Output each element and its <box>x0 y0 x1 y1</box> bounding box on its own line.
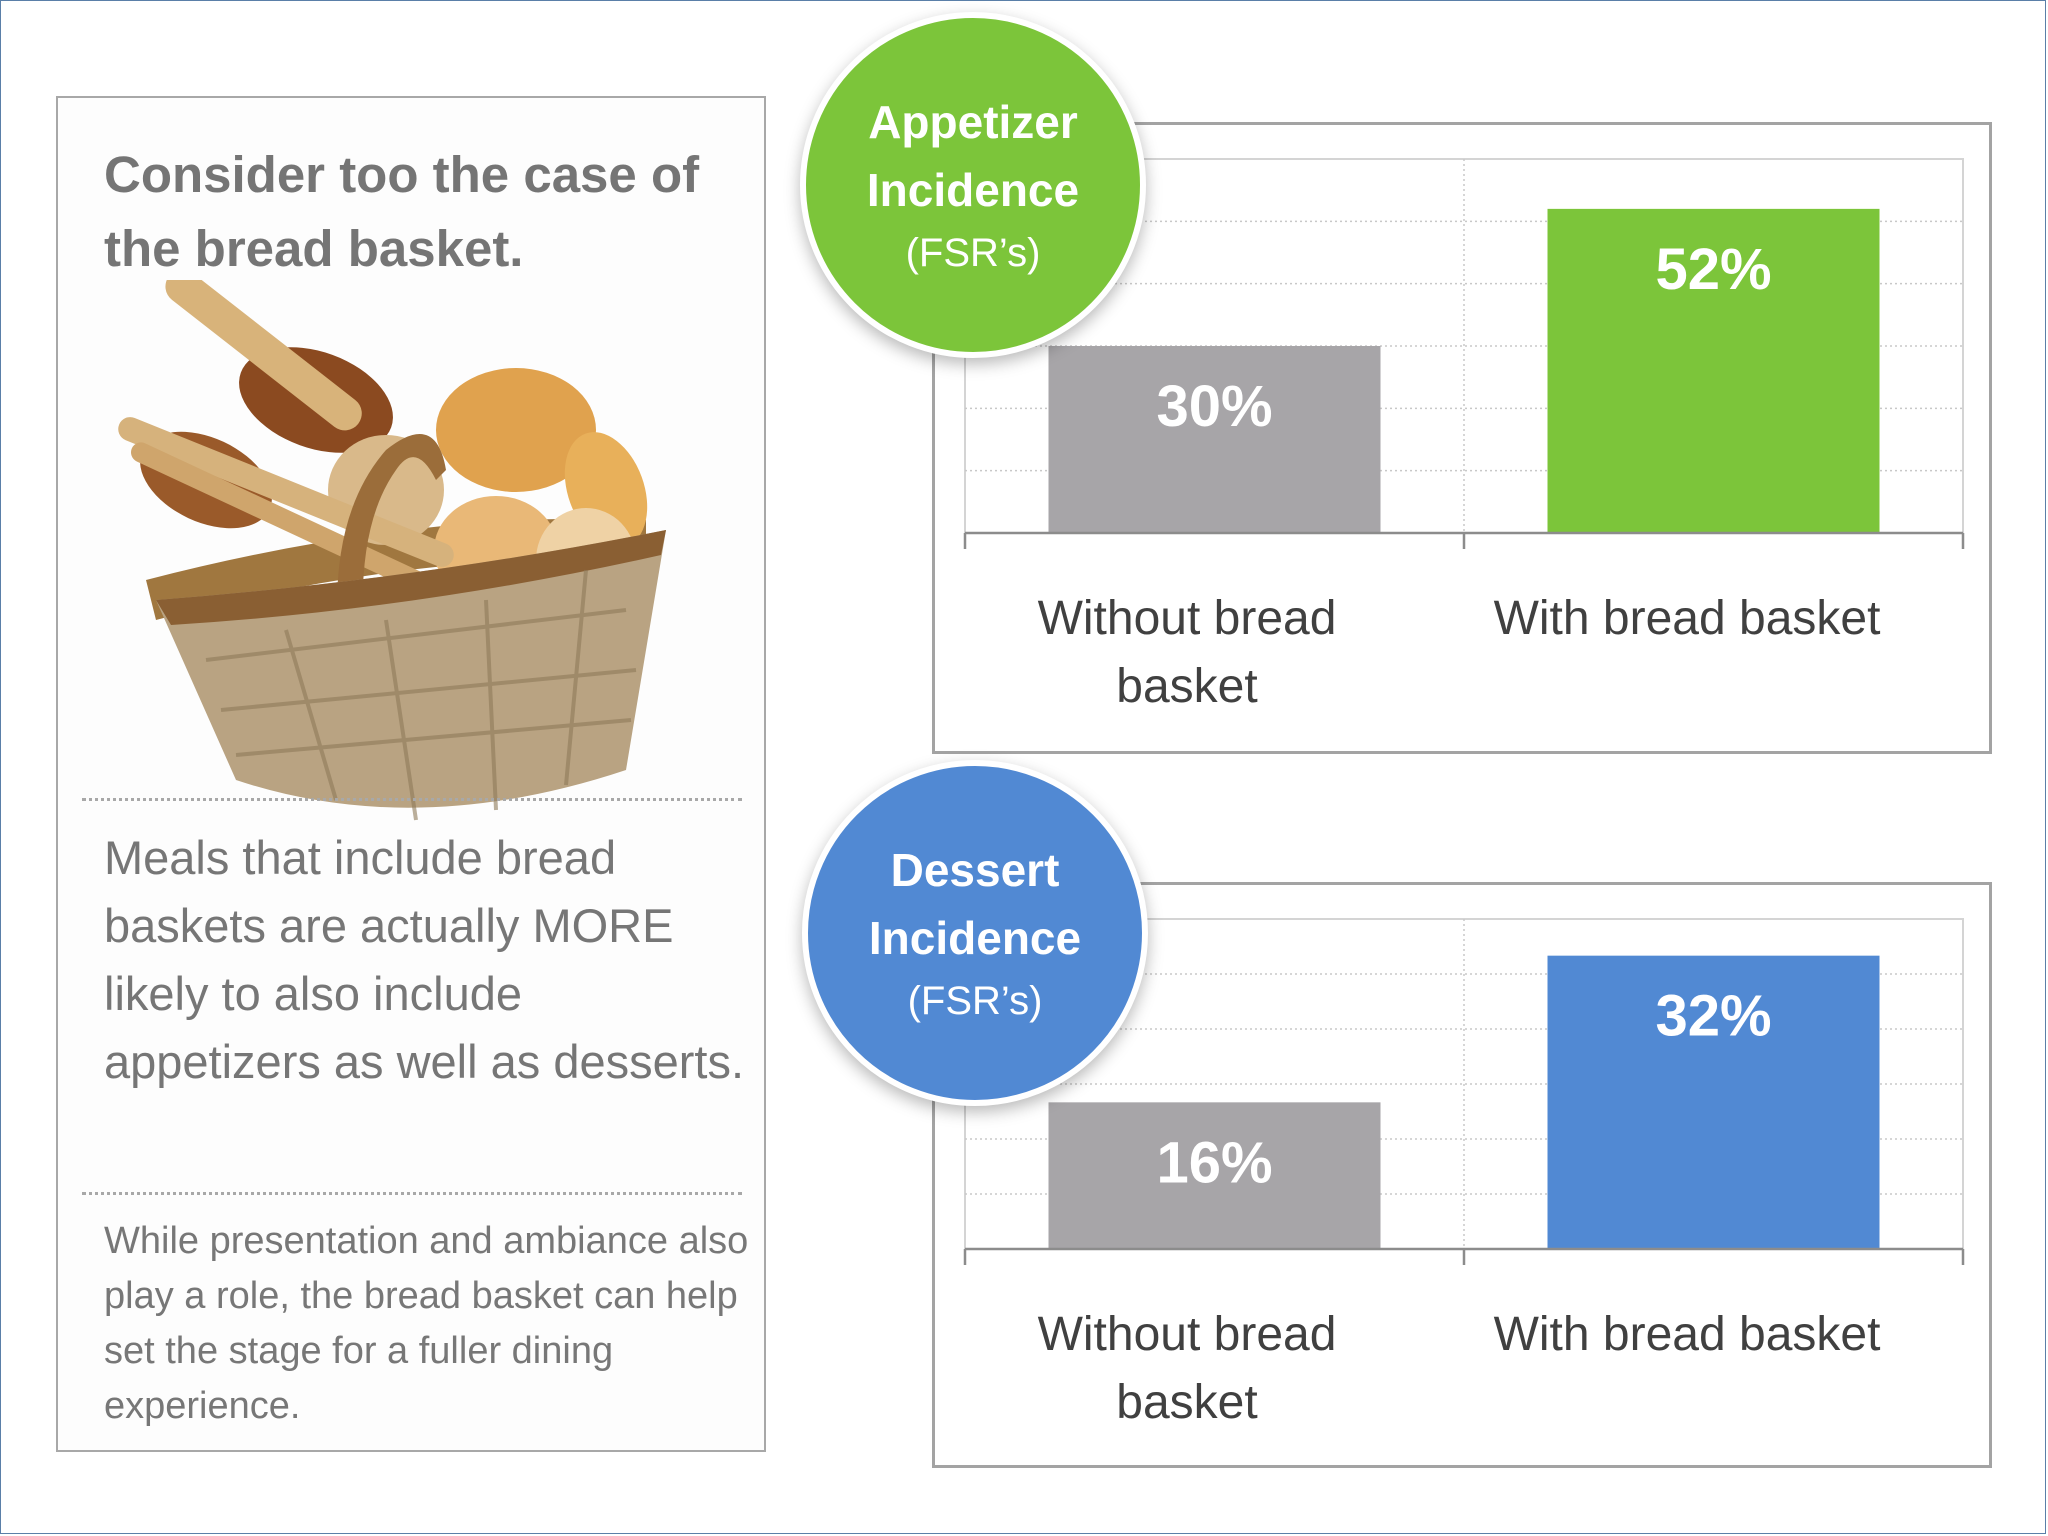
divider <box>82 798 742 801</box>
badge-title: Appetizer <box>868 96 1078 148</box>
data-label: 16% <box>1156 1130 1272 1195</box>
badge-title: Incidence <box>868 912 1082 964</box>
appetizer-incidence-badge: Appetizer Incidence (FSR’s) <box>800 12 1146 358</box>
appetizer-chart: 30% 52% <box>963 158 1965 549</box>
bar <box>1048 1102 1381 1249</box>
text-panel: Consider too the case of the bread baske… <box>56 96 766 1452</box>
note-text: While presentation and ambiance also pla… <box>104 1220 749 1427</box>
x-tick-label: Without bread basket <box>1037 592 1337 713</box>
body-text: Meals that include bread baskets are act… <box>104 831 745 1088</box>
bar <box>1048 346 1381 533</box>
divider <box>82 1192 742 1195</box>
dessert-incidence-badge: Dessert Incidence (FSR’s) <box>802 760 1148 1106</box>
data-label: 32% <box>1655 984 1771 1049</box>
x-tick-label: With bread basket <box>1493 592 1881 645</box>
headline: Consider too the case of the bread baske… <box>104 146 700 277</box>
data-label: 30% <box>1156 374 1272 439</box>
dessert-chart: 16% 32% <box>963 918 1965 1265</box>
badge-subtitle: (FSR’s) <box>907 979 1043 1023</box>
badge-subtitle: (FSR’s) <box>905 231 1041 275</box>
badge-title: Dessert <box>890 844 1060 896</box>
bread-basket-image <box>118 280 666 821</box>
x-tick-label: With bread basket <box>1493 1308 1881 1361</box>
badge-title: Incidence <box>866 164 1080 216</box>
bar <box>1547 955 1880 1249</box>
x-tick-label: Without bread basket <box>1037 1308 1337 1429</box>
data-label: 52% <box>1655 237 1771 302</box>
dessert-chart-panel: 16% 32% Without bread basket With bread b… <box>932 882 1992 1468</box>
bar <box>1547 208 1880 533</box>
